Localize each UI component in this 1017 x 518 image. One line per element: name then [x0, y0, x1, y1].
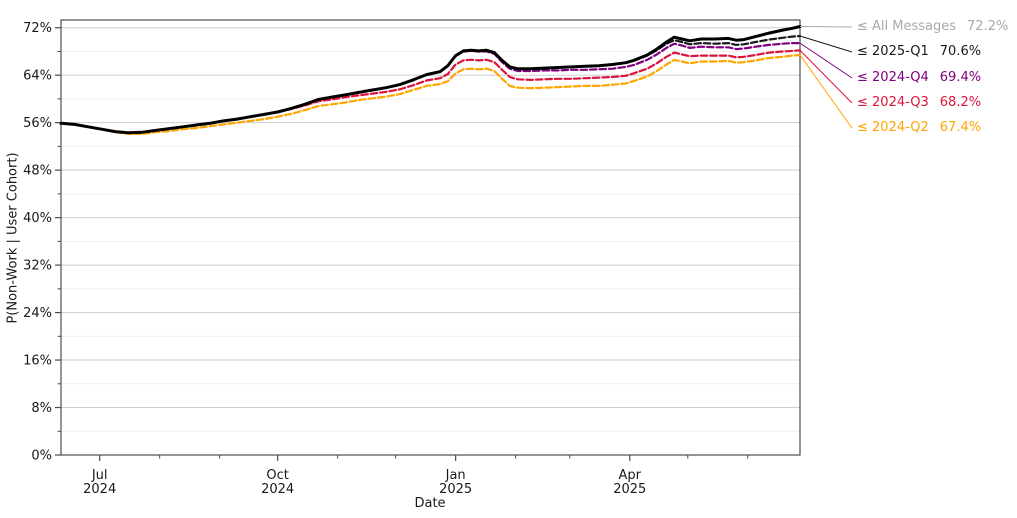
y-tick-label: 48% — [23, 164, 52, 179]
legend-entry-2024-q4: ≤ 2024-Q4 69.4% — [857, 69, 981, 87]
series-line-2024-q3 — [276, 49, 802, 114]
legend-entry-2024-q3: ≤ 2024-Q3 68.2% — [857, 94, 981, 112]
y-tick-label: 72% — [23, 21, 52, 36]
legend-leader-line — [799, 49, 853, 104]
plot-border — [60, 19, 801, 456]
y-axis-label: P(Non-Work | User Cohort) — [5, 152, 21, 324]
y-tick-label: 8% — [31, 401, 52, 416]
legend-entry-label: ≤ 2025-Q1 — [857, 44, 929, 59]
legend-leader-line — [799, 54, 853, 129]
y-tick-label: 24% — [23, 306, 52, 321]
x-tick-label: Jul 2024 — [83, 468, 116, 497]
legend-leader-line — [799, 42, 853, 79]
y-tick-label: 32% — [23, 259, 52, 274]
legend-entry-value: 70.6% — [939, 44, 982, 59]
x-axis-label: Date — [414, 496, 446, 511]
legend-leader-line — [799, 35, 853, 53]
series-line-2024-q2 — [114, 53, 802, 135]
legend-entry-label: ≤ 2024-Q3 — [857, 95, 929, 110]
legend-entry-value: 68.2% — [939, 95, 982, 110]
legend-entry-label: ≤ All Messages — [857, 19, 957, 34]
x-tick-label: Apr 2025 — [613, 468, 646, 497]
y-tick-label: 0% — [31, 449, 52, 464]
legend-entry-2024-q2: ≤ 2024-Q2 67.4% — [857, 119, 981, 137]
legend-entry-value: 67.4% — [939, 120, 982, 135]
y-tick-label: 64% — [23, 69, 52, 84]
legend-entry-label: ≤ 2024-Q2 — [857, 120, 929, 135]
y-tick-label: 16% — [23, 354, 52, 369]
series-line-all-messages — [59, 25, 802, 135]
legend-entry-label: ≤ 2024-Q4 — [857, 70, 929, 85]
legend-entry-all-messages: ≤ All Messages 72.2% — [857, 18, 1008, 36]
x-tick-label: Oct 2024 — [261, 468, 294, 497]
legend-entry-value: 72.2% — [967, 19, 1009, 34]
legend-entry-2025-q1: ≤ 2025-Q1 70.6% — [857, 43, 981, 61]
x-tick-label: Jan 2025 — [439, 468, 472, 497]
y-tick-label: 56% — [23, 116, 52, 131]
legend-entry-value: 69.4% — [939, 70, 982, 85]
series-line-2024-q4 — [454, 41, 802, 73]
y-tick-label: 40% — [23, 211, 52, 226]
